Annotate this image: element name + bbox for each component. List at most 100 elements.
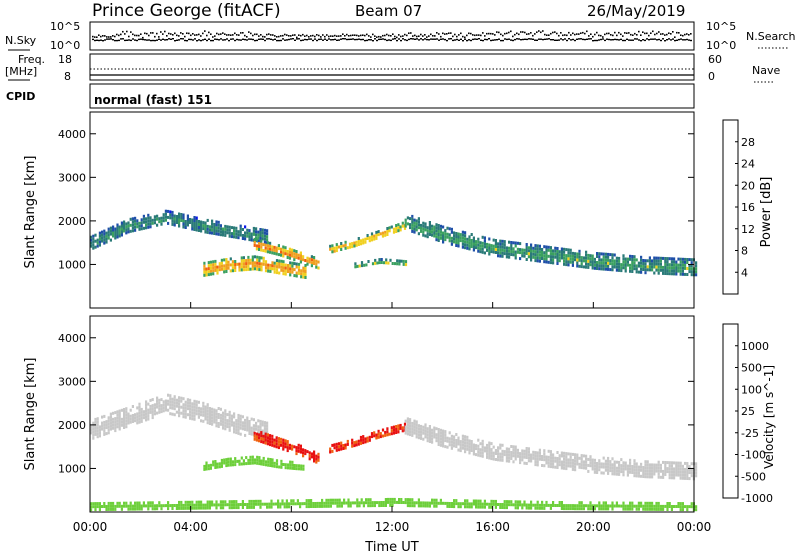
heatmap-cell xyxy=(686,474,689,477)
noise-point xyxy=(460,38,462,40)
noise-point xyxy=(192,39,194,41)
heatmap-cell xyxy=(631,258,634,261)
noise-point xyxy=(534,33,536,35)
heatmap-cell xyxy=(510,247,513,250)
heatmap-cell xyxy=(164,399,167,403)
heatmap-cell xyxy=(411,504,414,508)
heatmap-cell xyxy=(470,239,473,242)
heatmap-cell xyxy=(109,229,112,233)
heatmap-cell xyxy=(269,266,272,270)
heatmap-cell xyxy=(300,272,303,276)
heatmap-cell xyxy=(622,461,625,465)
heatmap-cell xyxy=(226,503,229,507)
heatmap-cell xyxy=(523,500,526,504)
heatmap-cell xyxy=(576,255,579,259)
heatmap-cell xyxy=(499,242,502,246)
heatmap-cell xyxy=(684,505,687,509)
heatmap-cell xyxy=(186,413,189,417)
heatmap-cell xyxy=(576,507,579,511)
noise-point xyxy=(414,38,416,40)
heatmap-cell xyxy=(251,455,254,459)
heatmap-cell xyxy=(670,464,673,468)
heatmap-cell xyxy=(640,258,643,262)
heatmap-cell xyxy=(670,257,673,261)
noise-point xyxy=(472,34,474,36)
heatmap-cell xyxy=(613,463,616,467)
noise-point xyxy=(376,36,378,38)
heatmap-cell xyxy=(519,452,522,456)
heatmap-cell xyxy=(269,250,272,254)
heatmap-cell xyxy=(453,505,456,509)
heatmap-cell xyxy=(481,250,484,254)
heatmap-cell xyxy=(260,440,263,444)
heatmap-cell xyxy=(138,420,141,424)
heatmap-cell xyxy=(593,266,596,270)
heatmap-cell xyxy=(668,473,671,477)
heatmap-cell xyxy=(472,443,475,447)
heatmap-cell xyxy=(239,230,242,234)
heatmap-cell xyxy=(310,264,313,268)
noise-point xyxy=(446,39,448,42)
heatmap-cell xyxy=(457,436,460,440)
heatmap-cell xyxy=(400,501,403,504)
noise-point xyxy=(600,34,602,37)
heatmap-cell xyxy=(329,447,332,451)
noise-point xyxy=(602,36,604,38)
noise-point xyxy=(474,38,476,40)
heatmap-cell xyxy=(637,501,640,505)
heatmap-cell xyxy=(444,445,447,449)
heatmap-cell xyxy=(258,462,261,466)
heatmap-cell xyxy=(530,456,533,460)
heatmap-cell xyxy=(153,409,156,413)
heatmap-cell xyxy=(217,413,220,416)
heatmap-cell xyxy=(477,243,480,247)
heatmap-cell xyxy=(415,225,418,229)
heatmap-cell xyxy=(263,228,266,232)
heatmap-cell xyxy=(411,223,414,227)
heatmap-cell xyxy=(107,507,110,511)
heatmap-cell xyxy=(205,464,208,468)
heatmap-cell xyxy=(140,410,143,414)
heatmap-cell xyxy=(453,441,456,445)
noise-point xyxy=(558,34,560,37)
heatmap-cell xyxy=(527,450,530,454)
heatmap-cell xyxy=(164,405,167,409)
heatmap-cell xyxy=(125,419,128,423)
heatmap-cell xyxy=(406,504,409,508)
heatmap-cell xyxy=(516,247,519,251)
heatmap-cell xyxy=(215,418,218,422)
noise-point xyxy=(456,35,458,38)
heatmap-cell xyxy=(242,268,245,272)
heatmap-cell xyxy=(220,267,223,271)
noise-point xyxy=(486,38,488,41)
heatmap-cell xyxy=(224,421,227,425)
heatmap-cell xyxy=(255,244,258,248)
heatmap-cell xyxy=(233,500,236,504)
heatmap-cell xyxy=(464,502,467,506)
noise-point xyxy=(156,32,158,35)
noise-point xyxy=(484,38,486,41)
heatmap-cell xyxy=(468,445,471,449)
heatmap-cell xyxy=(345,501,348,505)
noise-tick-left-bottom: 10^0 xyxy=(50,39,80,52)
heatmap-cell xyxy=(90,502,93,506)
noise-point xyxy=(684,39,686,41)
heatmap-cell xyxy=(114,429,117,433)
heatmap-cell xyxy=(223,458,226,462)
noise-point xyxy=(424,38,426,40)
heatmap-cell xyxy=(523,455,526,459)
noise-point xyxy=(314,35,316,38)
noise-point xyxy=(160,31,162,33)
heatmap-cell xyxy=(226,419,229,423)
noise-point xyxy=(412,38,414,40)
heatmap-cell xyxy=(613,504,616,508)
heatmap-cell xyxy=(359,239,363,243)
heatmap-cell xyxy=(690,273,693,277)
heatmap-cell xyxy=(598,501,601,505)
noise-point xyxy=(302,33,304,36)
heatmap-cell xyxy=(620,266,623,270)
heatmap-cell xyxy=(686,258,689,261)
heatmap-cell xyxy=(103,229,106,233)
heatmap-cell xyxy=(225,261,228,264)
heatmap-cell xyxy=(331,443,334,447)
